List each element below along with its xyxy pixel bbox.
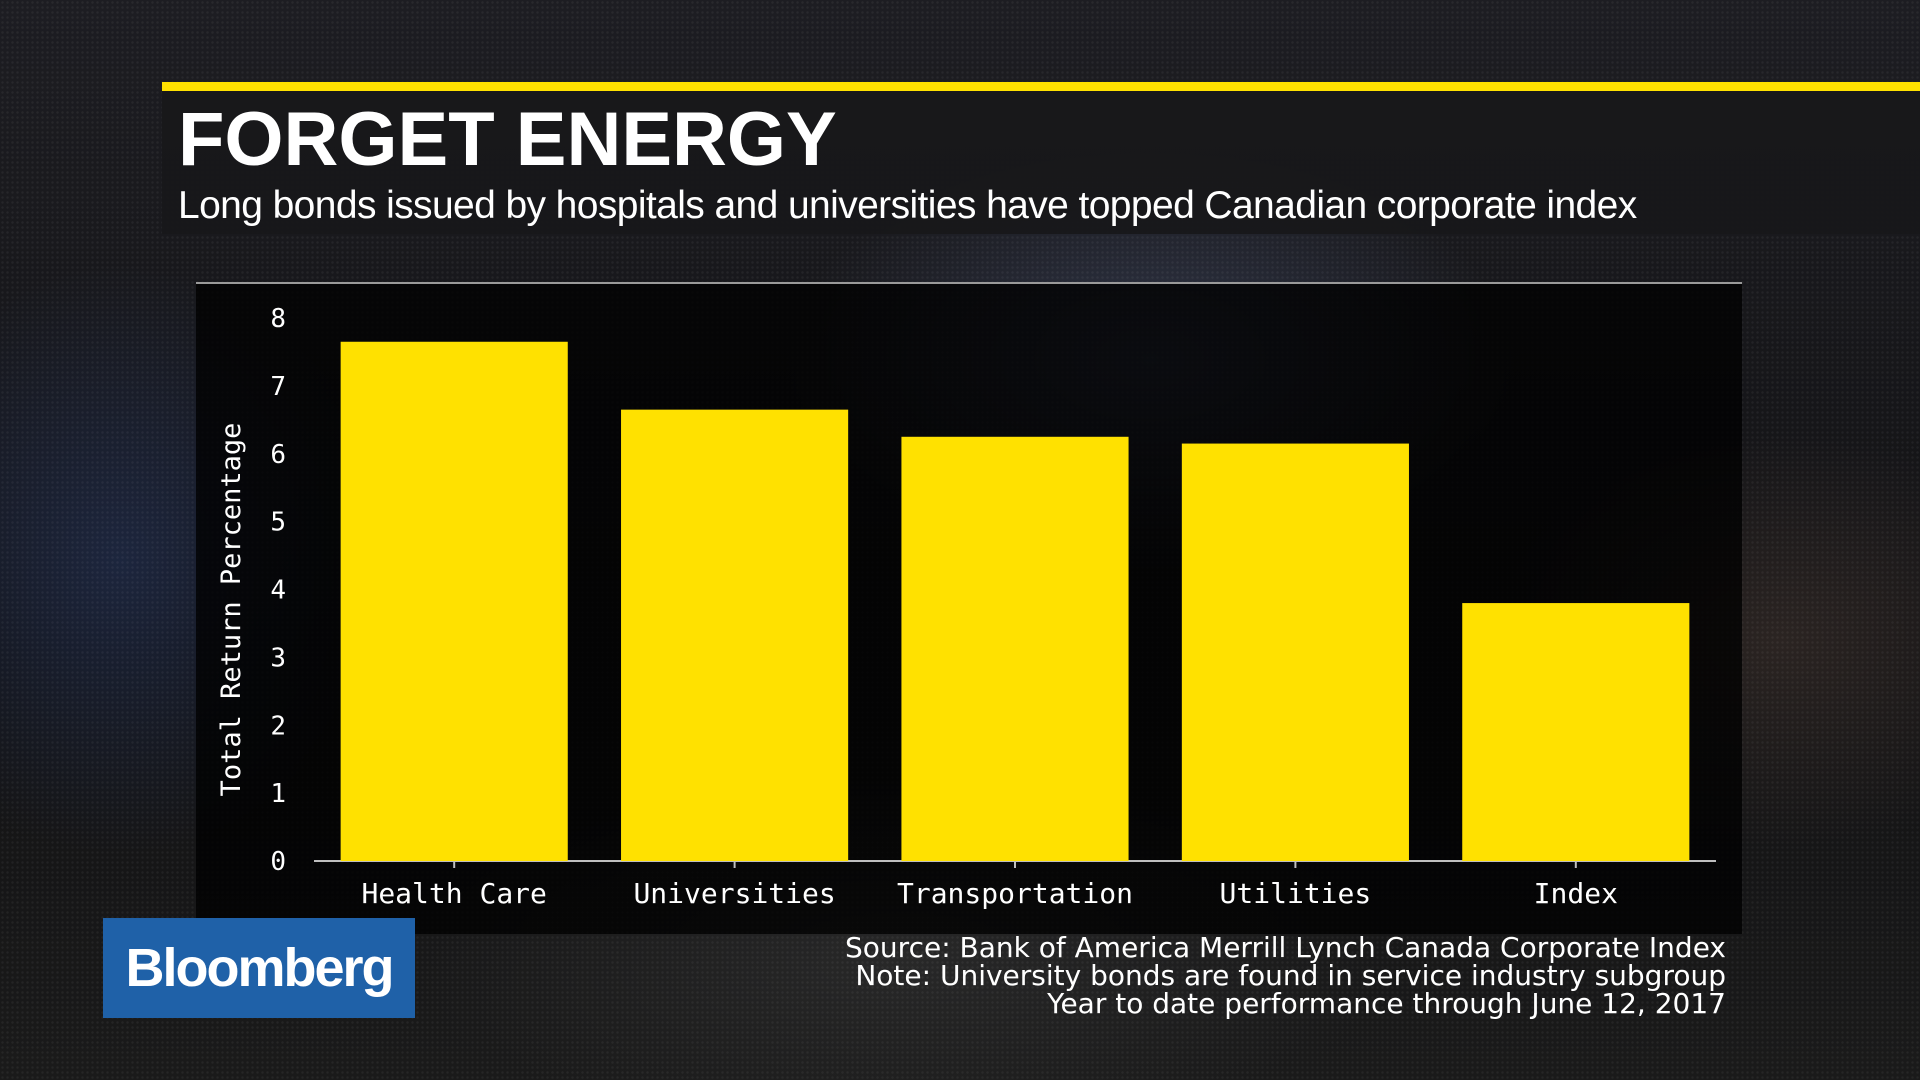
bloomberg-logo: Bloomberg (103, 918, 415, 1018)
chart-notes: Source: Bank of America Merrill Lynch Ca… (726, 934, 1726, 1018)
y-axis-label: Total Return Percentage (216, 423, 247, 797)
bar (1181, 443, 1409, 861)
logo-text: Bloomberg (125, 938, 394, 998)
x-tick-label: Health Care (361, 877, 546, 910)
source-note: Source: Bank of America Merrill Lynch Ca… (845, 931, 1726, 964)
bar (621, 409, 849, 861)
x-tick-label: Utilities (1220, 877, 1372, 910)
y-tick-label: 6 (270, 440, 286, 470)
bar (340, 341, 568, 862)
x-tick-label: Index (1534, 877, 1618, 910)
y-tick-label: 5 (270, 508, 286, 538)
y-tick-label: 8 (270, 304, 286, 334)
y-tick-label: 2 (270, 711, 286, 741)
x-tick-label: Transportation (897, 877, 1133, 910)
chart-panel: 0 1 2 3 4 5 6 7 8 Total Return Percentage Health C… (196, 282, 1742, 934)
y-tick-label: 1 (270, 779, 286, 809)
chart-title: FORGET ENERGY (178, 97, 837, 182)
chart-subtitle: Long bonds issued by hospitals and unive… (178, 184, 1637, 227)
title-banner: FORGET ENERGY Long bonds issued by hospi… (162, 82, 1920, 234)
bar (1462, 603, 1690, 861)
y-tick-label: 0 (270, 847, 286, 877)
category-note: Note: University bonds are found in serv… (855, 959, 1726, 992)
y-tick-label: 7 (270, 372, 286, 402)
period-note: Year to date performance through June 12… (1047, 987, 1726, 1020)
y-tick-label: 3 (270, 643, 286, 673)
bar (901, 436, 1129, 861)
bar-chart: 0 1 2 3 4 5 6 7 8 Total Return Percentage Health C… (216, 304, 1716, 910)
x-tick-label: Universities (633, 877, 835, 910)
y-tick-label: 4 (270, 576, 286, 606)
